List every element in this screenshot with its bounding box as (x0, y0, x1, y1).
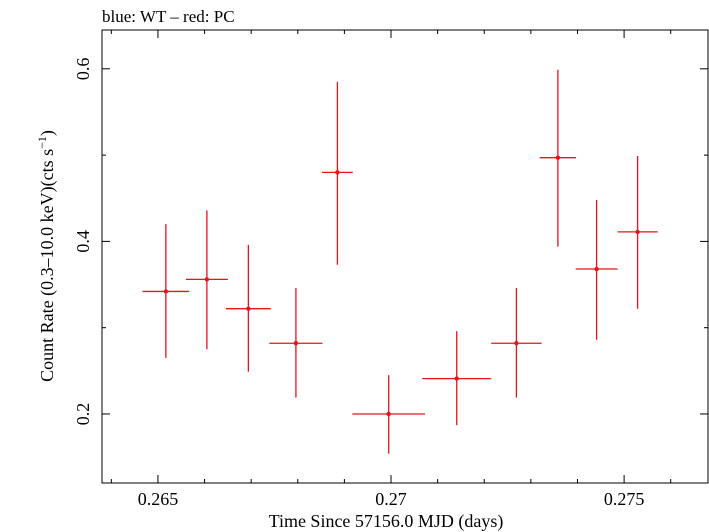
y-axis-label-main: Count Rate (0.3–10.0 keV)(cts s (37, 149, 58, 382)
data-marker (335, 170, 340, 175)
x-tick-label: 0.275 (604, 489, 645, 509)
x-tick-label: 0.265 (138, 489, 179, 509)
y-tick-label: 0.2 (73, 403, 93, 426)
data-marker (386, 411, 391, 417)
data-marker (163, 289, 169, 294)
data-point (617, 155, 658, 309)
x-axis-label: Time Since 57156.0 MJD (days) (269, 511, 504, 532)
data-point (269, 287, 323, 398)
y-axis-label-superscript: −1 (35, 136, 49, 149)
data-marker (246, 306, 251, 311)
plot-frame (101, 29, 709, 484)
data-marker (594, 266, 599, 272)
data-point (352, 375, 426, 454)
data-marker (555, 155, 561, 160)
data-point (322, 81, 353, 265)
y-tick-label: 0.4 (73, 230, 93, 253)
axis-ticks (102, 30, 708, 483)
data-point (539, 69, 577, 247)
data-point (491, 287, 542, 398)
data-series (142, 69, 658, 454)
y-axis-label-close: ) (37, 130, 58, 136)
tick-labels: 0.265 0.27 0.275 0.2 0.4 0.6 (73, 58, 644, 509)
data-point (185, 210, 228, 350)
y-tick-label: 0.6 (73, 58, 93, 81)
x-tick-label: 0.27 (375, 489, 407, 509)
data-point (225, 244, 271, 372)
data-point (142, 224, 190, 358)
data-point (575, 199, 618, 340)
data-marker (204, 277, 210, 282)
data-point (422, 331, 492, 426)
y-axis-label: Count Rate (0.3–10.0 keV)(cts s−1) (35, 130, 58, 382)
data-marker (514, 341, 519, 346)
data-marker (293, 341, 299, 346)
data-marker (635, 229, 640, 235)
chart-title: blue: WT – red: PC (102, 7, 235, 26)
data-marker (454, 376, 459, 381)
